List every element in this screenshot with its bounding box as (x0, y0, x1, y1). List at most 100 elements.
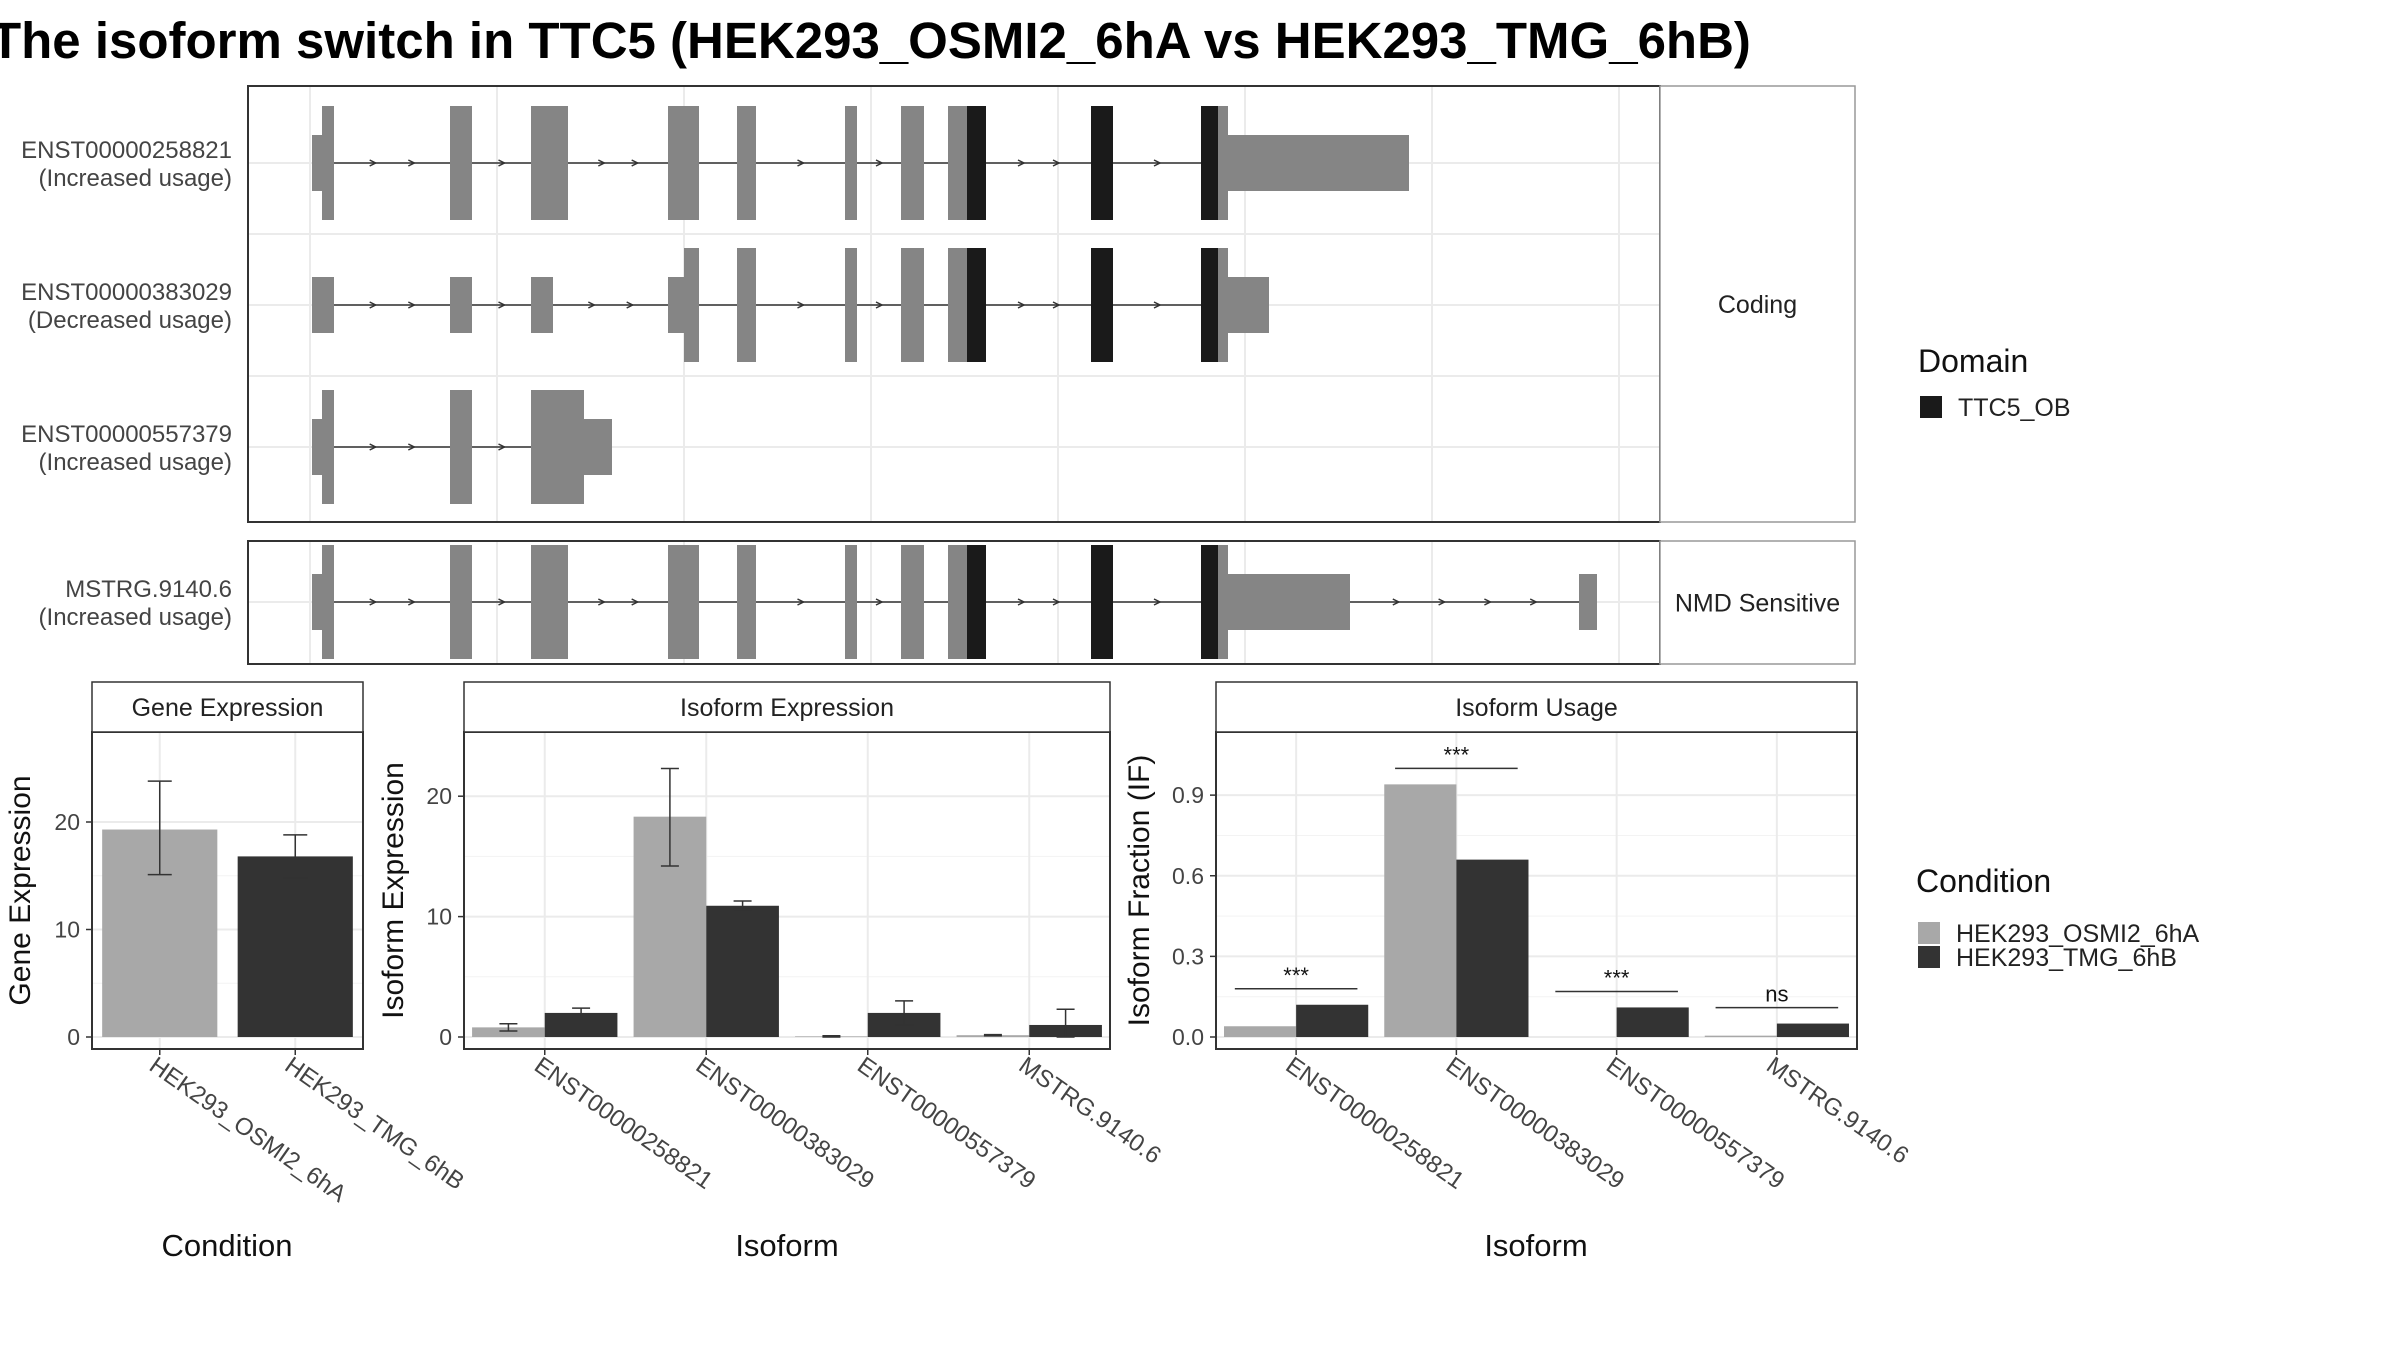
utr-exon (312, 574, 322, 630)
strand-arrow (875, 159, 884, 167)
strand-arrow (407, 443, 417, 451)
panel-strip-label: Coding (1718, 291, 1797, 319)
bar (1296, 1004, 1369, 1037)
transcript-id-label: ENST00000383029 (21, 279, 232, 306)
x-axis-title: Isoform (1484, 1228, 1587, 1263)
transcript-enst00000258821: ENST00000258821(Increased usage) (21, 106, 1409, 220)
panel-background (464, 732, 1110, 1049)
strand-arrow (631, 598, 640, 606)
transcript-usage-label: (Increased usage) (39, 165, 232, 192)
utr-exon (1228, 135, 1409, 191)
structure-panel-nmd-sensitive: MSTRG.9140.6(Increased usage) NMD Sensiti… (39, 540, 1856, 665)
condition-legend-swatch (1918, 946, 1940, 968)
coding-exon (901, 106, 924, 220)
strand-arrow (1052, 301, 1061, 309)
strand-arrow (498, 159, 507, 167)
condition-legend-label: HEK293_TMG_6hB (1956, 944, 2177, 972)
strand-arrow (1392, 598, 1401, 606)
coding-exon (901, 545, 924, 659)
coding-exon (322, 106, 334, 220)
domain-legend-title: Domain (1918, 343, 2028, 379)
domain-exon (1201, 106, 1218, 220)
strand-arrow (498, 301, 507, 309)
panel-background (1216, 732, 1857, 1049)
strand-arrow (1153, 598, 1162, 606)
coding-exon (1218, 545, 1228, 659)
strand-arrow (797, 301, 806, 309)
coding-exon (668, 545, 699, 659)
bar (237, 856, 353, 1037)
y-axis-title: Gene Expression (4, 775, 37, 1005)
utr-exon (312, 277, 334, 333)
y-axis-title: Isoform Fraction (IF) (1123, 755, 1156, 1027)
y-tick-label: 0.9 (1172, 782, 1204, 808)
coding-exon (322, 390, 334, 504)
significance-label: *** (1604, 965, 1630, 990)
y-axis-title: Isoform Expression (377, 762, 410, 1019)
bar-panel-isoform-expression: Isoform Expression01020ENST00000258821EN… (377, 681, 1166, 1263)
x-axis-title: Isoform (735, 1228, 838, 1263)
panel-title: Isoform Expression (680, 694, 894, 722)
domain-exon (967, 106, 986, 220)
domain-exon (1091, 106, 1113, 220)
coding-exon (668, 106, 699, 220)
strand-arrow (875, 598, 884, 606)
strand-arrow (1052, 159, 1061, 167)
transcript-usage-label: (Increased usage) (39, 449, 232, 476)
bar (472, 1027, 545, 1037)
legends: Domain TTC5_OB Condition HEK293_OSMI2_6hAHE… (1916, 343, 2200, 972)
y-tick-label: 0.3 (1172, 943, 1204, 969)
strand-arrow (797, 159, 806, 167)
strand-arrow (1153, 159, 1162, 167)
x-axis-title: Condition (162, 1228, 293, 1263)
strand-arrow (597, 598, 607, 606)
coding-exon (1218, 106, 1228, 220)
coding-exon (450, 545, 472, 659)
strand-arrow (1438, 598, 1447, 606)
panel-strip (91, 681, 364, 733)
domain-exon (1091, 545, 1113, 659)
utr-exon (312, 135, 322, 191)
x-tick-label: ENST00000258821 (529, 1052, 717, 1195)
y-tick-label: 0 (439, 1024, 452, 1050)
strand-arrow (407, 301, 417, 309)
coding-exon (531, 106, 568, 220)
x-tick-label: ENST00000383029 (691, 1052, 879, 1195)
transcript-enst00000557379: ENST00000557379(Increased usage) (21, 390, 612, 504)
panel-strip (1659, 540, 1856, 665)
utr-exon (1579, 574, 1597, 630)
condition-legend-title: Condition (1916, 863, 2051, 899)
coding-exon (737, 248, 756, 362)
strand-arrow (498, 443, 507, 451)
strand-arrow (1484, 598, 1493, 606)
utr-exon (450, 277, 472, 333)
transcript-id-label: MSTRG.9140.6 (65, 576, 232, 603)
coding-exon (450, 390, 472, 504)
y-tick-label: 20 (426, 783, 452, 809)
bar (1616, 1007, 1689, 1037)
condition-legend-swatch (1918, 922, 1940, 944)
panel-strip (1215, 681, 1858, 733)
panel-strip-label: NMD Sensitive (1675, 590, 1840, 618)
coding-exon (684, 248, 699, 362)
bar (1384, 784, 1457, 1037)
significance-label: ns (1765, 982, 1788, 1007)
x-tick-label: MSTRG.9140.6 (1014, 1052, 1166, 1170)
panel-strip (463, 681, 1111, 733)
domain-exon (1091, 248, 1113, 362)
figure-title: The isoform switch in TTC5 (HEK293_OSMI2… (0, 12, 1751, 69)
strand-arrow (369, 443, 378, 451)
x-tick-label: ENST00000557379 (852, 1052, 1040, 1195)
transcript-usage-label: (Decreased usage) (28, 307, 232, 334)
bar (1224, 1026, 1297, 1037)
y-tick-label: 0.6 (1172, 863, 1204, 889)
strand-arrow (498, 598, 507, 606)
panel-title: Isoform Usage (1455, 694, 1618, 722)
domain-exon (967, 248, 986, 362)
structure-panel-coding: ENST00000258821(Increased usage) ENST0000… (21, 85, 1856, 523)
coding-exon (948, 106, 967, 220)
strand-arrow (587, 301, 597, 309)
bar (1704, 1035, 1777, 1037)
